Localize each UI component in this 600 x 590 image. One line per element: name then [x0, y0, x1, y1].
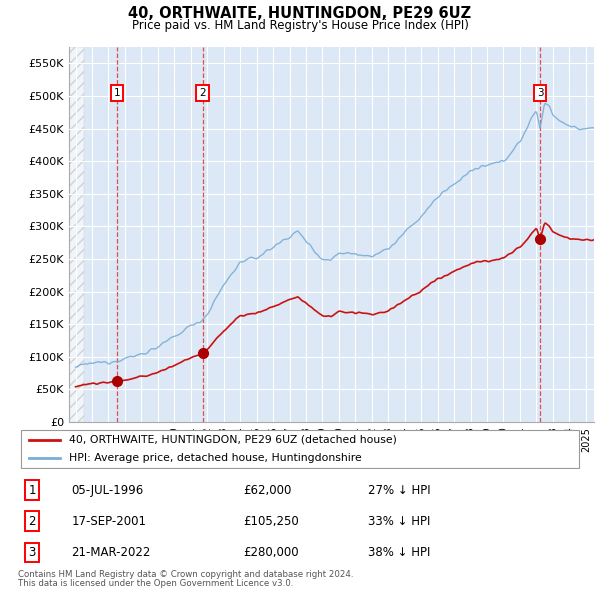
Text: 40, ORTHWAITE, HUNTINGDON, PE29 6UZ: 40, ORTHWAITE, HUNTINGDON, PE29 6UZ	[128, 6, 472, 21]
Text: £105,250: £105,250	[244, 514, 299, 527]
Text: 2: 2	[28, 514, 36, 527]
Text: £62,000: £62,000	[244, 484, 292, 497]
Text: 3: 3	[28, 546, 36, 559]
Bar	[117, 47, 203, 422]
Text: 3: 3	[537, 88, 544, 98]
Text: 27% ↓ HPI: 27% ↓ HPI	[368, 484, 430, 497]
Text: 38% ↓ HPI: 38% ↓ HPI	[368, 546, 430, 559]
Text: Price paid vs. HM Land Registry's House Price Index (HPI): Price paid vs. HM Land Registry's House …	[131, 19, 469, 32]
Text: 17-SEP-2001: 17-SEP-2001	[71, 514, 146, 527]
Text: 1: 1	[114, 88, 121, 98]
Text: HPI: Average price, detached house, Huntingdonshire: HPI: Average price, detached house, Hunt…	[69, 453, 362, 463]
Text: 21-MAR-2022: 21-MAR-2022	[71, 546, 151, 559]
Text: 2: 2	[199, 88, 206, 98]
Text: Contains HM Land Registry data © Crown copyright and database right 2024.: Contains HM Land Registry data © Crown c…	[18, 570, 353, 579]
Text: 1: 1	[28, 484, 36, 497]
Text: 40, ORTHWAITE, HUNTINGDON, PE29 6UZ (detached house): 40, ORTHWAITE, HUNTINGDON, PE29 6UZ (det…	[69, 435, 397, 445]
Bar	[540, 47, 594, 422]
Text: This data is licensed under the Open Government Licence v3.0.: This data is licensed under the Open Gov…	[18, 579, 293, 588]
Bar	[69, 47, 84, 422]
Text: 05-JUL-1996: 05-JUL-1996	[71, 484, 144, 497]
FancyBboxPatch shape	[21, 430, 579, 468]
Text: 33% ↓ HPI: 33% ↓ HPI	[368, 514, 430, 527]
Text: £280,000: £280,000	[244, 546, 299, 559]
